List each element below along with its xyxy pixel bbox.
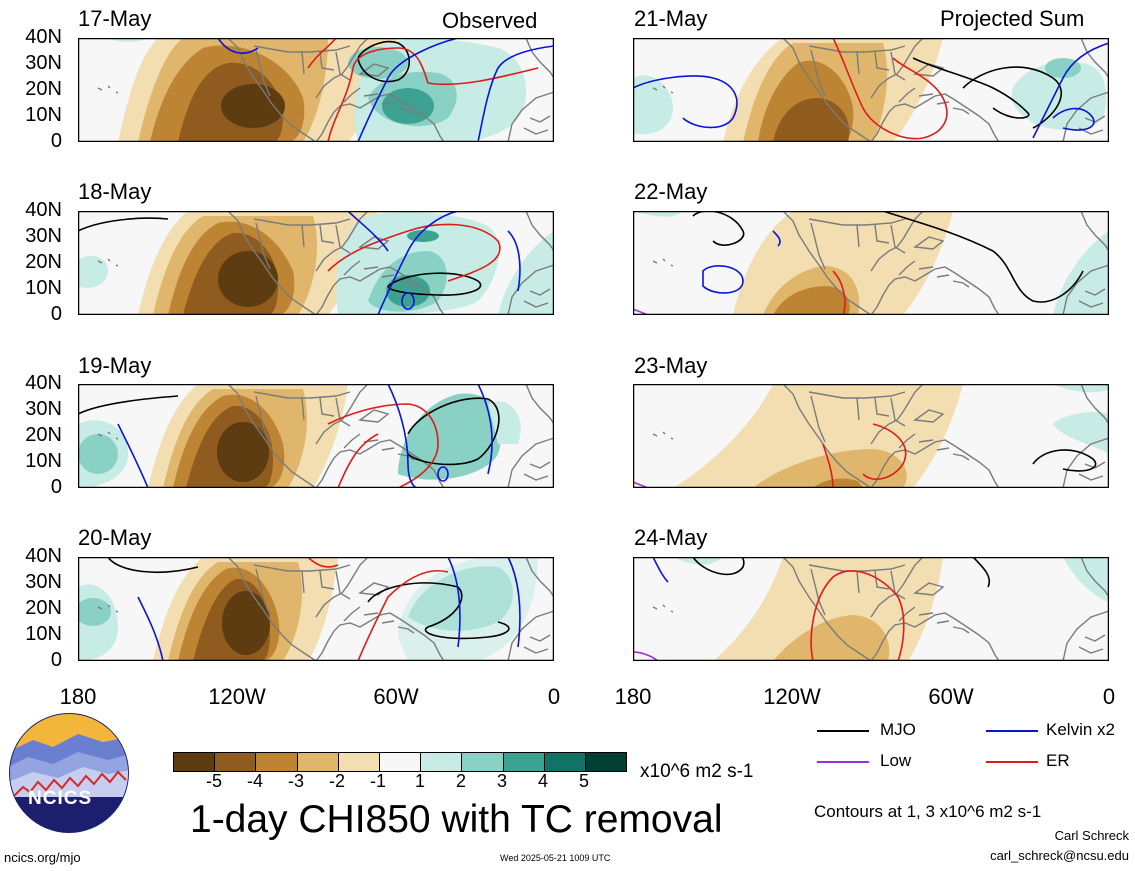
observed-label: Observed [442,8,538,33]
panel-date-24-may: 24-May [634,525,708,550]
lat-label: 20N [25,251,62,273]
legend-label-er: ER [1046,751,1070,770]
colorbar-label: -1 [369,771,387,791]
logo-text: NCICS [28,788,93,809]
projected-sum-label: Projected Sum [940,6,1085,31]
site-link[interactable]: ncics.org/mjo [4,850,81,865]
map-panel-19-may [78,384,554,488]
author-name: Carl Schreck [1054,828,1129,843]
lat-label: 30N [25,398,62,420]
legend-label-mjo: MJO [880,720,916,739]
colorbar-swatch [174,753,215,771]
colorbar-label: 2 [455,771,467,791]
lat-label: 0 [50,130,62,152]
lon-label-left: 0 [547,684,561,709]
colorbar-swatch [461,753,503,771]
lon-label-left: 60W [373,684,419,709]
lat-label: 20N [25,424,62,446]
colorbar-label: -4 [246,771,264,791]
panel-date-23-may: 23-May [634,353,708,378]
lat-label: 20N [25,597,62,619]
panel-date-18-may: 18-May [78,179,152,204]
lat-label: 30N [25,571,62,593]
lat-label: 30N [25,52,62,74]
legend-line-mjo [817,730,869,732]
map-panel-17-may [78,38,554,142]
colorbar-label: 5 [578,771,590,791]
lon-label-right: 120W [763,684,821,709]
legend-line-er [986,761,1038,763]
ncics-logo [9,713,129,833]
colorbar-swatch [543,753,585,771]
colorbar [173,752,627,772]
colorbar-swatch [502,753,544,771]
legend-line-low [817,761,869,763]
lon-label-right: 60W [928,684,974,709]
colorbar-label: 4 [537,771,549,791]
lat-label: 10N [25,623,62,645]
lat-label: 0 [50,649,62,671]
legend-line-kelvin [986,730,1038,732]
lat-label: 0 [50,476,62,498]
panel-date-21-may: 21-May [634,6,708,31]
colorbar-swatch [584,753,627,771]
lat-label: 30N [25,225,62,247]
colorbar-swatch [296,753,338,771]
map-panel-22-may [633,211,1109,315]
legend-label-low: Low [880,751,912,770]
lat-label: 20N [25,78,62,100]
lat-label: 10N [25,104,62,126]
lat-label: 0 [50,303,62,325]
figure-title: 1-day CHI850 with TC removal [190,798,723,841]
colorbar-swatch [337,753,379,771]
panel-date-19-may: 19-May [78,353,152,378]
lat-label: 40N [25,199,62,221]
author-email: carl_schreck@ncsu.edu [990,848,1129,863]
panel-date-22-may: 22-May [634,179,708,204]
colorbar-label: 1 [414,771,426,791]
lon-label-right: 180 [614,684,652,709]
lon-label-right: 0 [1102,684,1116,709]
colorbar-label: 3 [496,771,508,791]
map-panel-21-may [633,38,1109,142]
colorbar-swatch [214,753,256,771]
lat-label: 40N [25,372,62,394]
map-panel-20-may [78,557,554,661]
colorbar-label: -5 [205,771,223,791]
map-panel-18-may [78,211,554,315]
colorbar-label: -2 [328,771,346,791]
lon-label-left: 120W [208,684,266,709]
legend-label-kelvin: Kelvin x2 [1046,720,1115,739]
map-panel-24-may [633,557,1109,661]
timestamp: Wed 2025-05-21 1009 UTC [500,853,611,863]
lat-label: 40N [25,26,62,48]
lat-label: 10N [25,277,62,299]
colorbar-swatch [420,753,462,771]
lat-label: 10N [25,450,62,472]
lat-label: 40N [25,545,62,567]
colorbar-units: x10^6 m2 s-1 [640,761,754,782]
colorbar-swatch [255,753,297,771]
panel-date-20-may: 20-May [78,525,152,550]
panel-date-17-may: 17-May [78,6,152,31]
lon-label-left: 180 [59,684,97,709]
colorbar-swatch [378,753,421,771]
map-panel-23-may [633,384,1109,488]
colorbar-label: -3 [287,771,305,791]
contours-note: Contours at 1, 3 x10^6 m2 s-1 [814,802,1042,821]
